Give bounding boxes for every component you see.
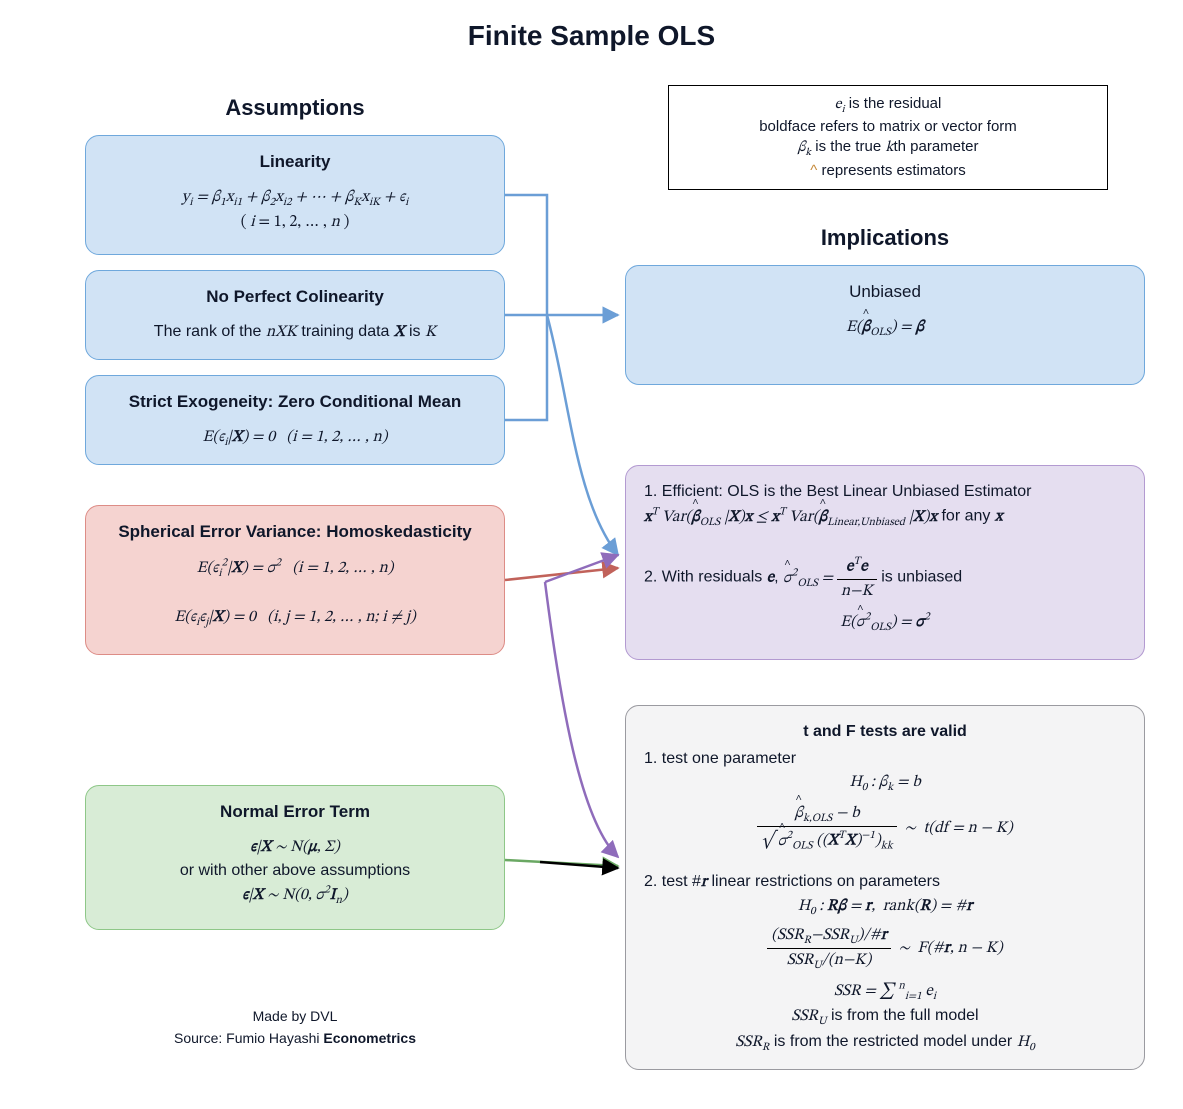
card-body: ϵ|X ∼ N(μ, Σ)or with other above assumpt… <box>104 835 486 909</box>
card-exogeneity: Strict Exogeneity: Zero Conditional Mean… <box>85 375 505 465</box>
page-title: Finite Sample OLS <box>0 20 1183 52</box>
card-homoskedasticity: Spherical Error Variance: Homoskedastici… <box>85 505 505 655</box>
arrow-green-to-tests <box>505 860 618 866</box>
arrow-purple-backtap <box>545 555 618 582</box>
card-heading: No Perfect Colinearity <box>104 285 486 310</box>
notation-notebox: ei is the residualboldface refers to mat… <box>668 85 1108 190</box>
arrow-blue-to-efficient <box>547 315 618 555</box>
arrow-black-to-tests <box>540 862 618 868</box>
card-normal-error: Normal Error Term ϵ|X ∼ N(μ, Σ)or with o… <box>85 785 505 930</box>
section-assumptions: Assumptions <box>85 95 505 121</box>
card-heading: Linearity <box>104 150 486 175</box>
card-body: t and F tests are valid1. test one param… <box>644 720 1126 1055</box>
card-body: E(βOLS) = β <box>644 315 1126 340</box>
card-heading: Normal Error Term <box>104 800 486 825</box>
card-linearity: Linearity yi = β1xi1 + β2xi2 + ⋯ + βKxiK… <box>85 135 505 255</box>
card-body: 1. Efficient: OLS is the Best Linear Unb… <box>644 480 1126 636</box>
card-heading: Strict Exogeneity: Zero Conditional Mean <box>104 390 486 415</box>
card-tests: t and F tests are valid1. test one param… <box>625 705 1145 1070</box>
card-efficient: 1. Efficient: OLS is the Best Linear Unb… <box>625 465 1145 660</box>
card-no-colinearity: No Perfect Colinearity The rank of the n… <box>85 270 505 360</box>
card-body: yi = β1xi1 + β2xi2 + ⋯ + βKxiK + ϵi( i =… <box>104 185 486 235</box>
card-body: E(ϵi|X) = 0 (i = 1, 2, … , n) <box>104 425 486 450</box>
card-body: E(ϵi2|X) = σ2 (i = 1, 2, … , n)E(ϵiϵj|X)… <box>104 555 486 630</box>
arrow-red-to-efficient <box>505 568 618 580</box>
card-unbiased: Unbiased E(βOLS) = β <box>625 265 1145 385</box>
arrow-blue-trunk <box>505 195 547 420</box>
credits: Made by DVLSource: Fumio Hayashi Econome… <box>85 1005 505 1050</box>
card-body: The rank of the nXK training data X is K <box>104 320 486 344</box>
card-heading: Unbiased <box>644 280 1126 305</box>
section-implications: Implications <box>625 225 1145 251</box>
arrow-purple-to-tests <box>545 582 618 857</box>
card-heading: Spherical Error Variance: Homoskedastici… <box>104 520 486 545</box>
